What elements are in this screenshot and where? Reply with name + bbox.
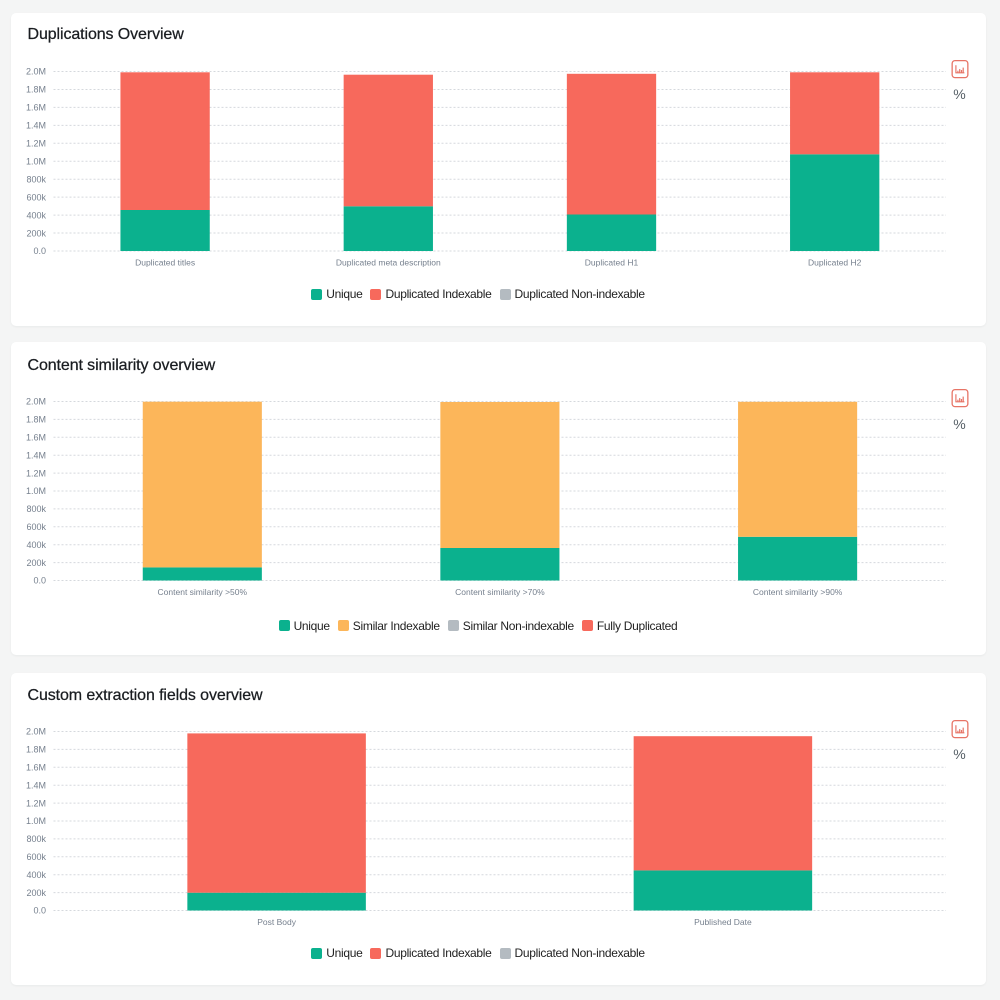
svg-text:600k: 600k xyxy=(26,852,46,862)
svg-text:200k: 200k xyxy=(26,888,46,898)
svg-text:800k: 800k xyxy=(26,834,46,844)
svg-text:800k: 800k xyxy=(26,504,46,514)
svg-text:1.6M: 1.6M xyxy=(25,763,45,773)
svg-text:1.6M: 1.6M xyxy=(25,433,45,443)
svg-text:Post Body: Post Body xyxy=(257,917,296,927)
svg-text:400k: 400k xyxy=(26,540,46,550)
svg-text:Content similarity >90%: Content similarity >90% xyxy=(752,587,842,597)
svg-text:400k: 400k xyxy=(26,210,46,220)
svg-text:200k: 200k xyxy=(26,228,46,238)
svg-text:1.4M: 1.4M xyxy=(25,120,45,130)
svg-text:2.0M: 2.0M xyxy=(25,397,45,407)
svg-text:600k: 600k xyxy=(26,192,46,202)
svg-text:1.4M: 1.4M xyxy=(25,450,45,460)
svg-text:1.8M: 1.8M xyxy=(25,745,45,755)
svg-text:1.4M: 1.4M xyxy=(25,780,45,790)
svg-text:Content similarity >70%: Content similarity >70% xyxy=(455,587,545,597)
svg-text:1.6M: 1.6M xyxy=(25,102,45,112)
svg-text:1.0M: 1.0M xyxy=(25,816,45,826)
svg-text:1.2M: 1.2M xyxy=(25,138,45,148)
svg-text:200k: 200k xyxy=(26,558,46,568)
svg-text:0.0: 0.0 xyxy=(33,576,46,586)
svg-text:Duplicated titles: Duplicated titles xyxy=(135,257,195,267)
svg-text:Content similarity >50%: Content similarity >50% xyxy=(157,587,247,597)
svg-text:0.0: 0.0 xyxy=(33,906,46,916)
svg-text:Published Date: Published Date xyxy=(694,917,752,927)
svg-text:1.0M: 1.0M xyxy=(25,156,45,166)
svg-text:1.2M: 1.2M xyxy=(25,798,45,808)
svg-text:1.8M: 1.8M xyxy=(25,415,45,425)
svg-text:2.0M: 2.0M xyxy=(25,66,45,76)
svg-text:Duplicated meta description: Duplicated meta description xyxy=(335,257,440,267)
svg-text:Duplicated H2: Duplicated H2 xyxy=(808,257,862,267)
svg-text:600k: 600k xyxy=(26,522,46,532)
svg-text:400k: 400k xyxy=(26,870,46,880)
svg-text:800k: 800k xyxy=(26,174,46,184)
svg-text:1.2M: 1.2M xyxy=(25,468,45,478)
svg-text:2.0M: 2.0M xyxy=(25,727,45,737)
svg-text:Duplicated H1: Duplicated H1 xyxy=(584,257,638,267)
svg-text:1.8M: 1.8M xyxy=(25,84,45,94)
svg-text:0.0: 0.0 xyxy=(33,246,46,256)
svg-text:1.0M: 1.0M xyxy=(25,486,45,496)
